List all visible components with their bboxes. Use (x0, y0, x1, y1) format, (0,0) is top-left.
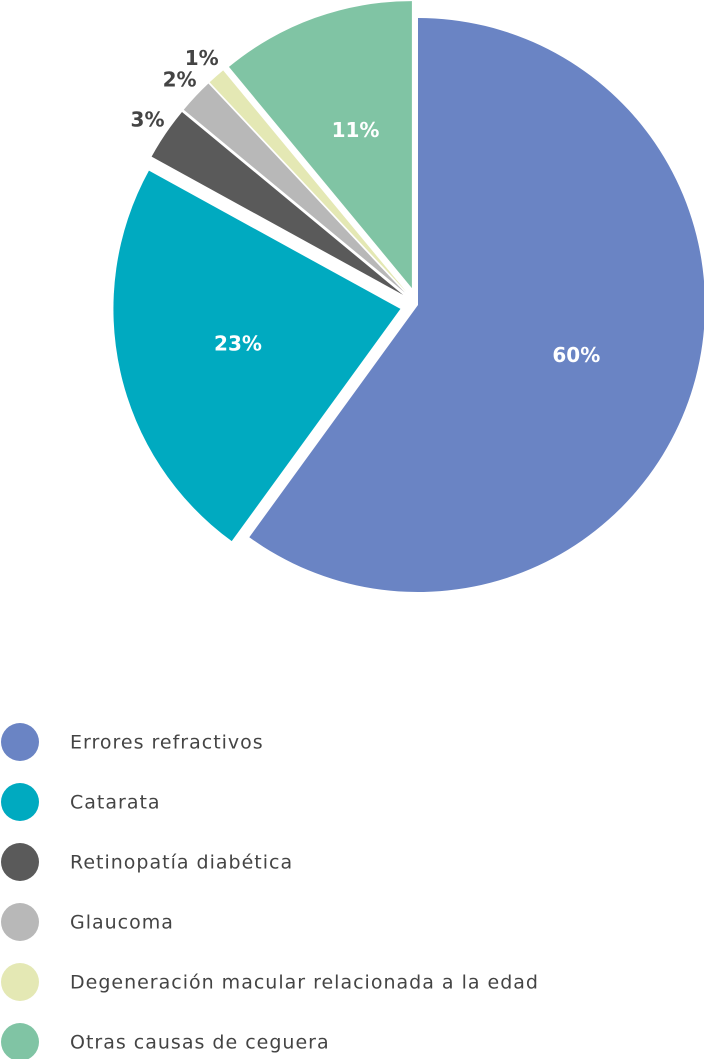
data-label: 1% (185, 46, 219, 70)
legend-swatch (1, 903, 39, 941)
pie-slice (113, 170, 401, 542)
pie-slice (249, 18, 704, 592)
legend-swatch (1, 963, 39, 1001)
data-label: 60% (552, 343, 600, 367)
data-label: 23% (214, 332, 262, 356)
legend-label: Retinopatía diabética (70, 852, 293, 874)
pie-slice (209, 70, 407, 292)
data-label: 2% (163, 68, 197, 92)
pie-slice (183, 83, 405, 293)
legend-swatch (1, 723, 39, 761)
pie-slice (151, 111, 404, 295)
legend-label: Degeneración macular relacionada a la ed… (70, 972, 539, 994)
pie-slice (228, 1, 412, 289)
data-label: 11% (332, 118, 380, 142)
legend-swatch (1, 1023, 39, 1059)
legend-swatch (1, 843, 39, 881)
legend-swatch (1, 783, 39, 821)
legend-label: Errores refractivos (70, 732, 264, 754)
legend-label: Catarata (70, 792, 161, 814)
legend-label: Otras causas de ceguera (70, 1032, 330, 1054)
legend-label: Glaucoma (70, 912, 174, 934)
data-label: 3% (131, 108, 165, 132)
